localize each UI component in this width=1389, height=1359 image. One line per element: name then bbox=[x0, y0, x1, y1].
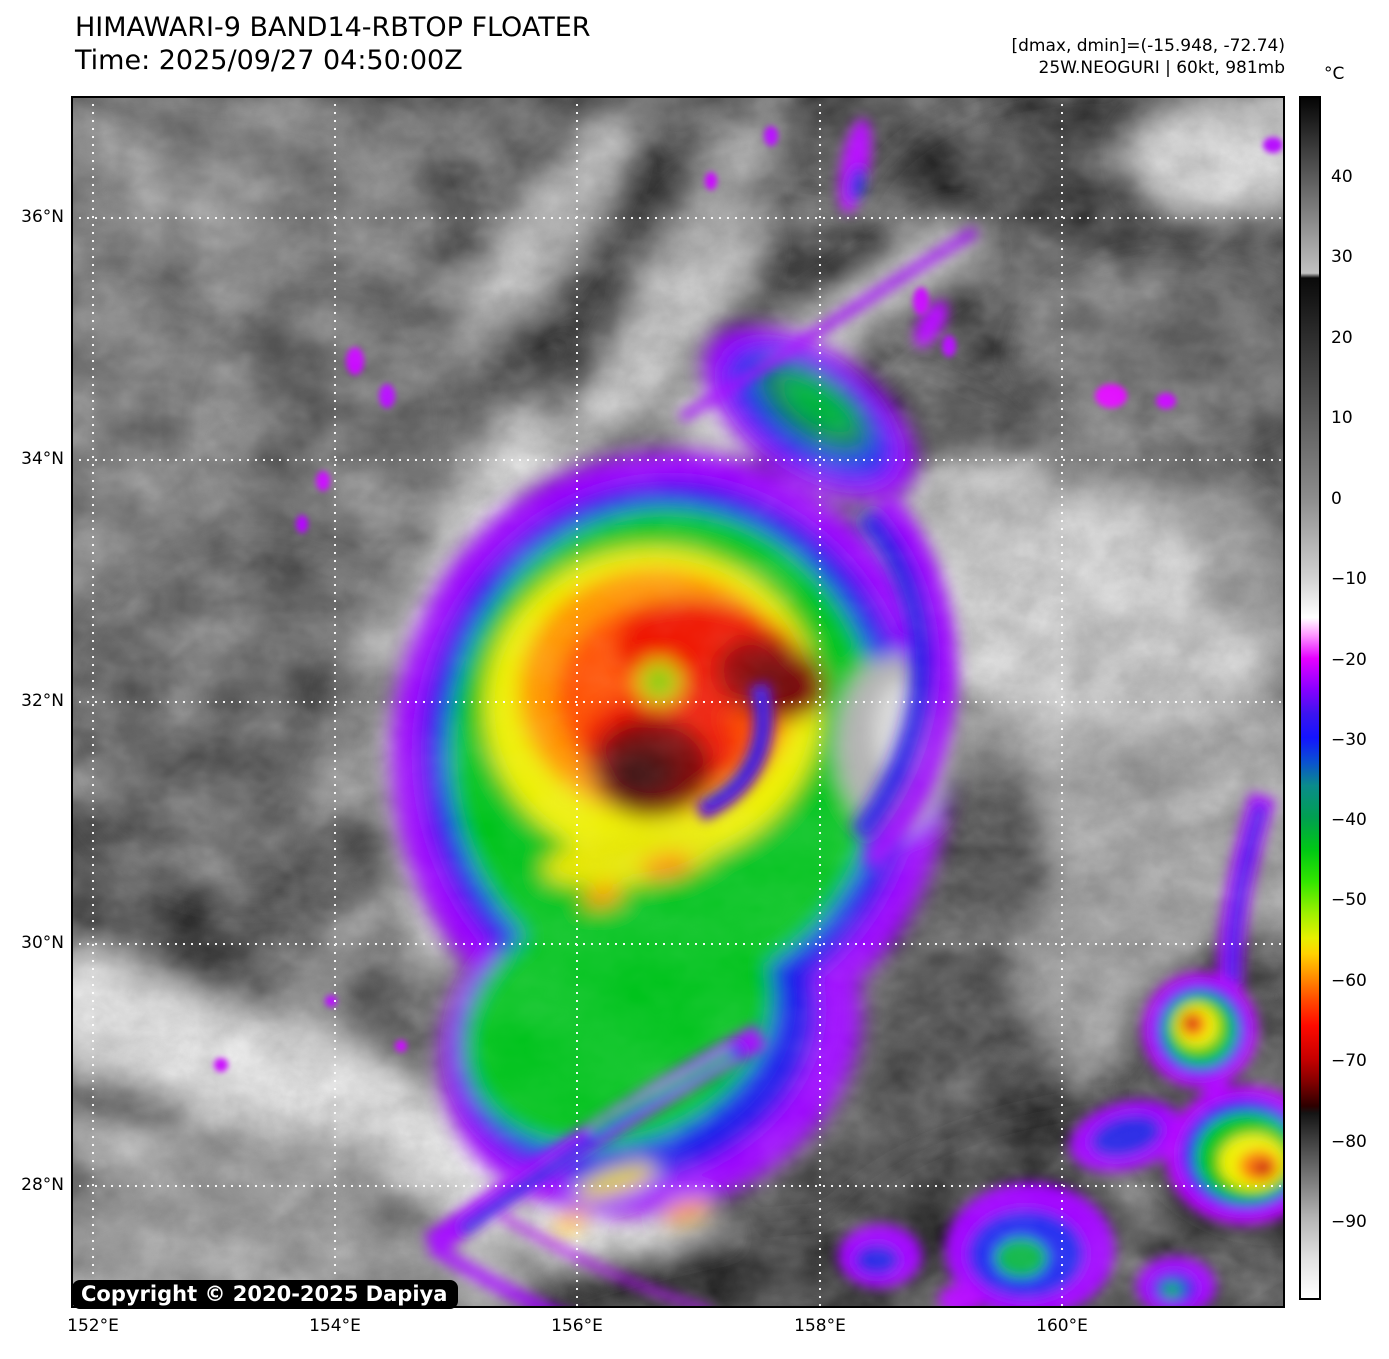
lon-label-160e: 160°E bbox=[1036, 1316, 1088, 1336]
colorbar-tick: −70 bbox=[1331, 1051, 1367, 1071]
colorbar-tick: −50 bbox=[1331, 890, 1367, 910]
colorbar-tick: 0 bbox=[1331, 489, 1342, 509]
gridlines bbox=[71, 96, 1285, 1308]
lon-label-152e: 152°E bbox=[67, 1316, 119, 1336]
colorbar-tick: −40 bbox=[1331, 810, 1367, 830]
lat-label-28n: 28°N bbox=[21, 1175, 64, 1195]
copyright-badge: Copyright © 2020-2025 Dapiya bbox=[72, 1280, 459, 1309]
storm-info-annotation: 25W.NEOGURI | 60kt, 981mb bbox=[1038, 58, 1285, 78]
noise-overlay-top bbox=[71, 96, 1285, 1308]
lon-label-154e: 154°E bbox=[309, 1316, 361, 1336]
lat-label-30n: 30°N bbox=[21, 933, 64, 953]
colorbar-tick: 20 bbox=[1331, 328, 1353, 348]
colorbar-tick: −90 bbox=[1331, 1212, 1367, 1232]
colorbar-unit-label: °C bbox=[1324, 64, 1345, 84]
lon-label-156e: 156°E bbox=[551, 1316, 603, 1336]
dmax-dmin-annotation: [dmax, dmin]=(-15.948, -72.74) bbox=[1011, 36, 1286, 56]
colorbar-tick: −80 bbox=[1331, 1132, 1367, 1152]
colorbar-tick: −60 bbox=[1331, 971, 1367, 991]
lat-label-32n: 32°N bbox=[21, 691, 64, 711]
colorbar-tick: 10 bbox=[1331, 408, 1353, 428]
lat-label-34n: 34°N bbox=[21, 449, 64, 469]
colorbar bbox=[1299, 96, 1321, 1300]
colorbar-tick: −20 bbox=[1331, 650, 1367, 670]
satellite-image bbox=[71, 96, 1285, 1308]
colorbar-tick: 40 bbox=[1331, 167, 1353, 187]
timestamp: Time: 2025/09/27 04:50:00Z bbox=[75, 45, 463, 76]
lat-label-36n: 36°N bbox=[21, 207, 64, 227]
colorbar-tick: −10 bbox=[1331, 569, 1367, 589]
colorbar-tick: −30 bbox=[1331, 730, 1367, 750]
page-title: HIMAWARI-9 BAND14-RBTOP FLOATER bbox=[75, 12, 591, 43]
lon-label-158e: 158°E bbox=[794, 1316, 846, 1336]
colorbar-tick: 30 bbox=[1331, 247, 1353, 267]
plot-border bbox=[71, 96, 1285, 1308]
